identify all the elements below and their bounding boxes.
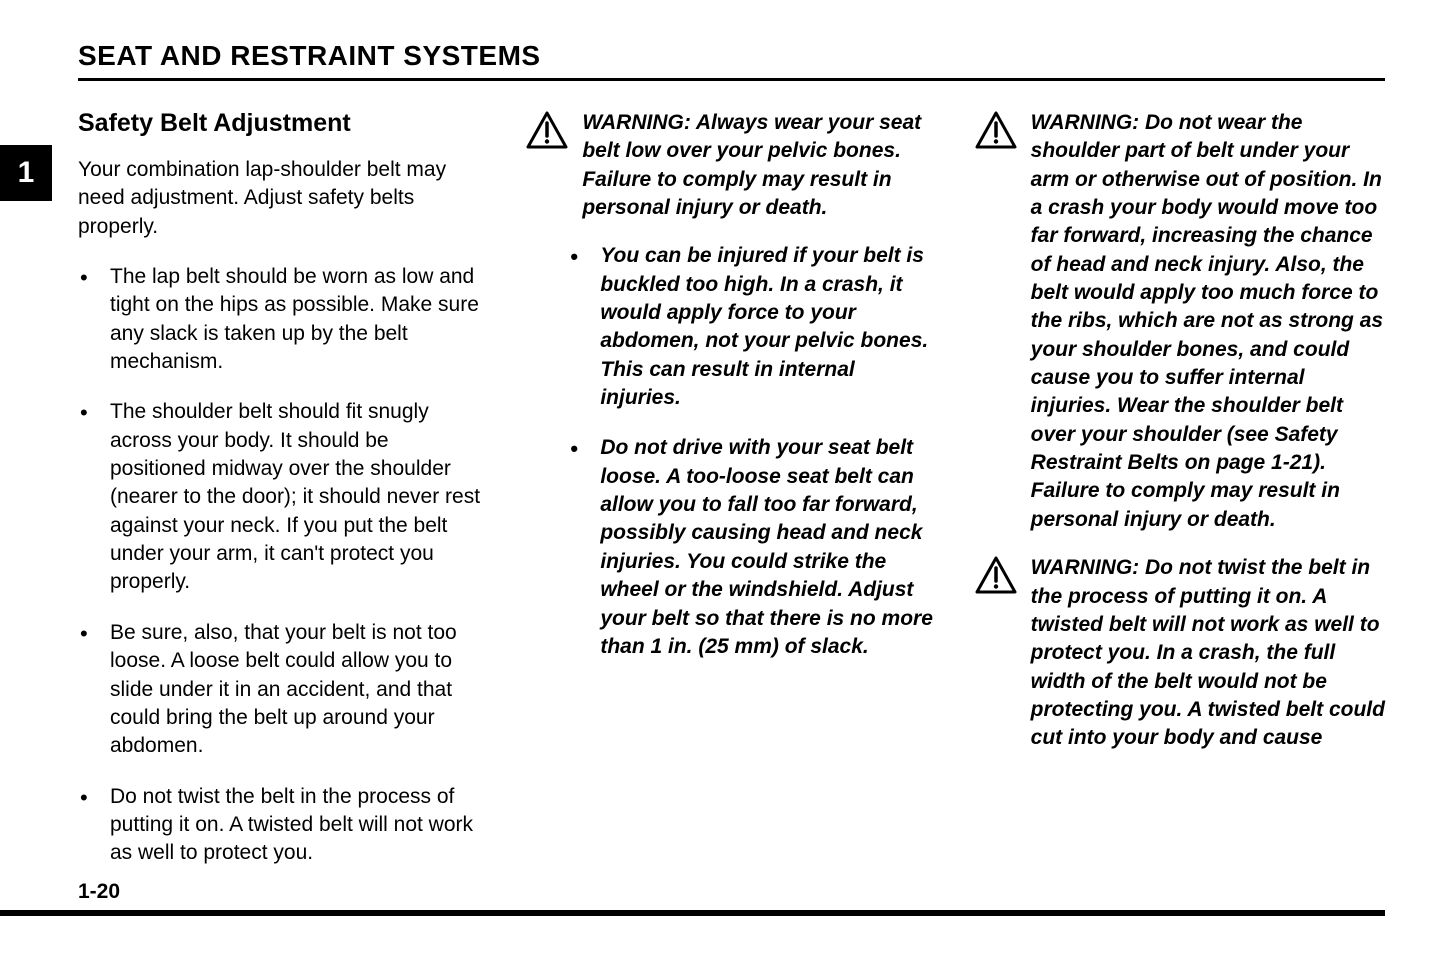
subsection-title: Safety Belt Adjustment	[78, 109, 488, 138]
list-item: The shoulder belt should fit snugly acro…	[110, 398, 488, 596]
bullet-list: The lap belt should be worn as low and t…	[78, 263, 488, 868]
warning-block: WARNING: Do not wear the shoulder part o…	[975, 109, 1385, 534]
warning-block: WARNING: Always wear your seat belt low …	[526, 109, 936, 222]
warning-triangle-icon	[975, 556, 1017, 594]
warning-text: WARNING: Always wear your seat belt low …	[582, 109, 936, 222]
section-header: SEAT AND RESTRAINT SYSTEMS	[78, 40, 1385, 81]
column-3: WARNING: Do not wear the shoulder part o…	[975, 109, 1385, 890]
warning-triangle-icon	[526, 111, 568, 149]
warning-sublist: You can be injured if your belt is buckl…	[526, 242, 936, 661]
warning-triangle-icon	[975, 111, 1017, 149]
list-item: Be sure, also, that your belt is not too…	[110, 619, 488, 761]
page-container: 1 SEAT AND RESTRAINT SYSTEMS Safety Belt…	[0, 40, 1385, 914]
column-2: WARNING: Always wear your seat belt low …	[526, 109, 936, 890]
page-number: 1-20	[78, 880, 120, 904]
content-area: SEAT AND RESTRAINT SYSTEMS Safety Belt A…	[78, 40, 1385, 914]
warning-block: WARNING: Do not twist the belt in the pr…	[975, 554, 1385, 752]
list-item: You can be injured if your belt is buckl…	[600, 242, 936, 412]
intro-paragraph: Your combination lap-shoulder belt may n…	[78, 156, 488, 241]
warning-text: WARNING: Do not twist the belt in the pr…	[1031, 554, 1385, 752]
chapter-tab: 1	[0, 145, 52, 201]
columns-layout: Safety Belt Adjustment Your combination …	[78, 109, 1385, 890]
list-item: The lap belt should be worn as low and t…	[110, 263, 488, 376]
bottom-border	[0, 910, 1385, 916]
list-item: Do not twist the belt in the process of …	[110, 783, 488, 868]
warning-text: WARNING: Do not wear the shoulder part o…	[1031, 109, 1385, 534]
chapter-number: 1	[18, 156, 35, 190]
column-1: Safety Belt Adjustment Your combination …	[78, 109, 488, 890]
list-item: Do not drive with your seat belt loose. …	[600, 434, 936, 661]
